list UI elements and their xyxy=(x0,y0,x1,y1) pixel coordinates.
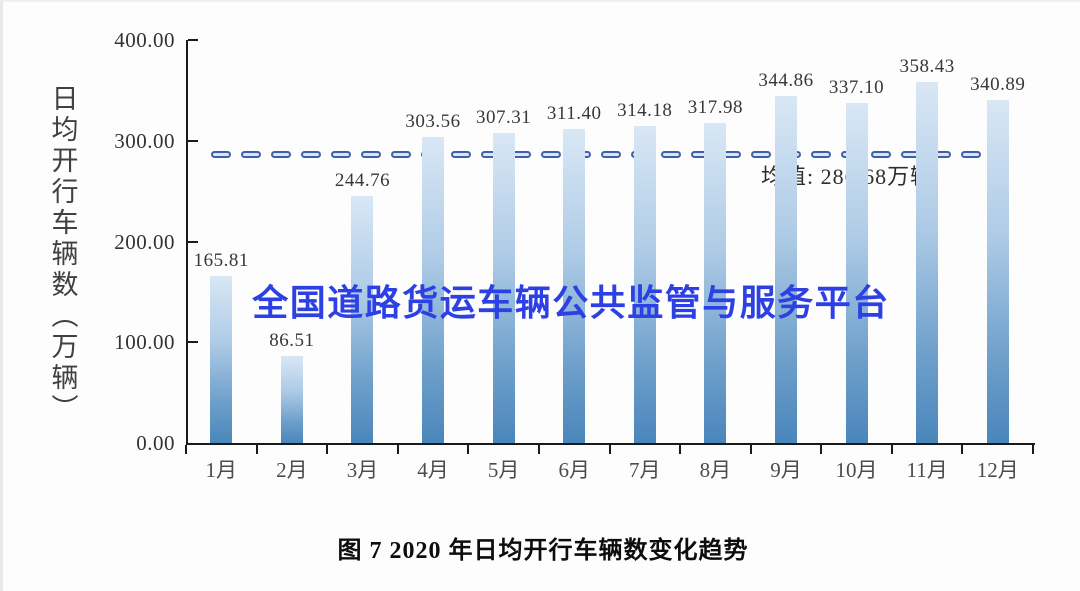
x-axis-line xyxy=(186,443,1035,445)
bar xyxy=(704,123,727,443)
bar xyxy=(351,196,374,443)
bar-value-label: 340.89 xyxy=(970,74,1026,95)
x-axis-label: 7月 xyxy=(629,458,661,482)
bar xyxy=(916,82,939,443)
x-tick-mark xyxy=(961,445,964,454)
mean-line-dash xyxy=(331,151,351,158)
y-axis-title: 日均开行车辆数 ︵ 万辆 ︶ xyxy=(47,84,83,425)
mean-line-dash xyxy=(601,151,621,158)
mean-line-dash xyxy=(271,151,291,158)
y-axis-title-char: 辆 xyxy=(51,239,79,269)
y-axis-title-char: ︶ xyxy=(51,394,79,424)
x-axis-label: 12月 xyxy=(976,458,1019,482)
y-tick-mark xyxy=(188,341,198,344)
mean-line-dash xyxy=(541,151,561,158)
y-tick-label: 100.00 xyxy=(114,330,175,355)
x-axis-label: 1月 xyxy=(205,458,238,482)
y-axis-title-char: 数 xyxy=(51,270,79,300)
watermark-text: 全国道路货运车辆公共监管与服务平台 xyxy=(252,282,890,323)
bar-value-label: 314.18 xyxy=(617,100,673,121)
x-axis-label: 2月 xyxy=(276,458,308,482)
y-tick-mark xyxy=(188,139,198,142)
x-axis-label: 4月 xyxy=(417,458,449,482)
x-axis-label: 8月 xyxy=(699,458,732,482)
y-axis-title-char: 车 xyxy=(51,208,79,238)
y-tick-label: 0.00 xyxy=(136,431,175,455)
chart-caption: 图 7 2020 年日均开行车辆数变化趋势 xyxy=(337,538,749,564)
x-tick-mark xyxy=(1032,445,1034,454)
x-axis-label: 3月 xyxy=(346,458,379,482)
bar-value-label: 311.40 xyxy=(546,103,602,124)
bar xyxy=(492,133,515,443)
x-axis-label: 10月 xyxy=(835,458,878,482)
bar-value-label: 337.10 xyxy=(828,77,885,98)
bar-value-label: 317.98 xyxy=(687,97,743,118)
bar xyxy=(563,129,586,443)
bar-value-label: 244.76 xyxy=(334,170,391,191)
y-axis-title-char: 开 xyxy=(51,146,79,176)
x-axis-label: 5月 xyxy=(487,458,520,482)
x-tick-mark xyxy=(537,445,540,454)
bar xyxy=(210,276,233,443)
bar-value-label: 303.56 xyxy=(405,111,461,132)
y-axis-title-char: 均 xyxy=(51,115,79,145)
y-tick-label: 300.00 xyxy=(114,128,175,153)
bar-value-label: 165.81 xyxy=(193,250,249,271)
y-tick-label: 400.00 xyxy=(114,28,175,52)
y-axis-title-char: 万 xyxy=(51,332,79,362)
x-tick-mark xyxy=(467,445,470,454)
mean-line-dash xyxy=(211,151,231,158)
x-axis-label: 6月 xyxy=(558,458,590,482)
mean-line-dash xyxy=(301,151,321,158)
bar-value-label: 344.86 xyxy=(758,70,814,91)
y-tick-label: 200.00 xyxy=(114,229,175,254)
bar-value-label: 307.31 xyxy=(476,107,532,128)
y-tick-mark xyxy=(188,39,198,41)
y-axis-title-char: 日 xyxy=(51,84,79,114)
x-tick-mark xyxy=(326,445,329,454)
x-tick-mark xyxy=(749,445,752,454)
y-axis-title-char: ︵ xyxy=(51,301,79,331)
bar xyxy=(633,126,656,443)
mean-line-dash xyxy=(451,151,471,158)
mean-line-dash xyxy=(661,151,681,158)
bar-value-label: 358.43 xyxy=(899,56,955,77)
x-tick-mark xyxy=(820,445,823,454)
x-axis-label: 11月 xyxy=(906,458,948,482)
y-tick-mark xyxy=(188,240,198,243)
x-tick-mark xyxy=(679,445,682,454)
x-tick-mark xyxy=(255,445,258,454)
x-tick-mark xyxy=(396,445,399,454)
y-axis-title-char: 辆 xyxy=(51,363,79,393)
bar xyxy=(986,100,1009,443)
mean-line-dash xyxy=(871,151,891,158)
x-tick-mark xyxy=(608,445,611,454)
mean-line-dash xyxy=(811,151,831,158)
bar-value-label: 86.51 xyxy=(269,330,315,351)
bar xyxy=(774,96,797,443)
mean-line-dash xyxy=(361,151,381,158)
mean-line-dash xyxy=(391,151,411,158)
bar xyxy=(845,103,868,443)
x-tick-mark xyxy=(890,445,893,454)
x-axis-label: 9月 xyxy=(770,458,802,482)
mean-line-dash xyxy=(241,151,261,158)
mean-line-dash xyxy=(751,151,771,158)
y-axis-title-char: 行 xyxy=(51,177,79,207)
x-tick-mark xyxy=(185,445,187,454)
mean-line-dash xyxy=(961,151,981,158)
y-axis-line xyxy=(186,40,188,445)
bar xyxy=(280,356,303,443)
bar xyxy=(422,137,445,443)
